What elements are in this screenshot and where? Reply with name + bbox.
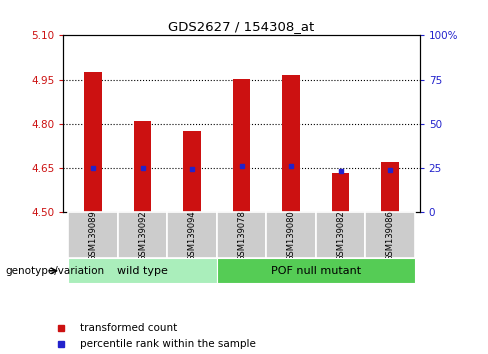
Title: GDS2627 / 154308_at: GDS2627 / 154308_at bbox=[168, 20, 315, 33]
Bar bbox=[381, 162, 399, 212]
Text: GSM139094: GSM139094 bbox=[187, 210, 197, 261]
Text: percentile rank within the sample: percentile rank within the sample bbox=[81, 339, 256, 349]
Bar bbox=[365, 212, 415, 258]
Bar bbox=[134, 121, 151, 212]
Text: GSM139092: GSM139092 bbox=[138, 210, 147, 261]
Text: GSM139086: GSM139086 bbox=[386, 210, 394, 261]
Text: GSM139078: GSM139078 bbox=[237, 210, 246, 261]
Bar bbox=[167, 212, 217, 258]
Bar bbox=[68, 212, 118, 258]
Text: transformed count: transformed count bbox=[81, 323, 178, 333]
Bar bbox=[217, 212, 266, 258]
Bar bbox=[316, 212, 365, 258]
Text: POF null mutant: POF null mutant bbox=[271, 266, 361, 276]
Text: genotype/variation: genotype/variation bbox=[5, 266, 104, 276]
Bar bbox=[332, 173, 349, 212]
Text: GSM139082: GSM139082 bbox=[336, 210, 345, 261]
Bar bbox=[283, 75, 300, 212]
Bar bbox=[266, 212, 316, 258]
Bar bbox=[183, 131, 201, 212]
Text: GSM139089: GSM139089 bbox=[89, 210, 98, 261]
Bar bbox=[217, 258, 415, 283]
Text: wild type: wild type bbox=[117, 266, 168, 276]
Bar bbox=[84, 72, 102, 212]
Bar bbox=[68, 258, 217, 283]
Bar bbox=[118, 212, 167, 258]
Bar bbox=[233, 79, 250, 212]
Text: GSM139080: GSM139080 bbox=[286, 210, 296, 261]
